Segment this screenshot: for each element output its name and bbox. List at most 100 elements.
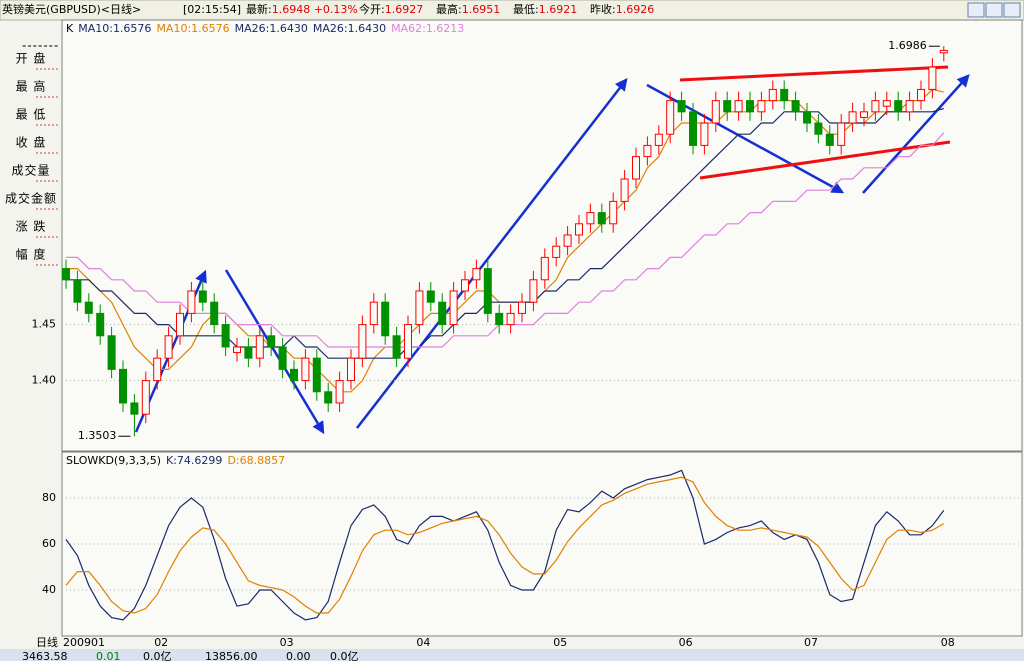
legend: K MA10:1.6576 MA10:1.6576 MA26:1.6430 MA26:1…	[66, 22, 464, 35]
candle-body	[700, 122, 709, 146]
high-annotation: 1.6986	[888, 39, 927, 52]
candle-body	[666, 100, 675, 135]
low-annotation: 1.3503	[78, 429, 117, 442]
separator: -------	[22, 39, 59, 53]
quote-value: 1.6927	[385, 3, 424, 16]
legend-item: MA10:1.6576	[156, 22, 229, 35]
candle-body	[449, 290, 458, 326]
candle-body	[472, 268, 481, 281]
side-label: 最 高	[16, 79, 47, 94]
candle-body	[609, 200, 618, 225]
candle-body	[84, 301, 93, 314]
candle-body	[73, 279, 82, 303]
x-tick-label: 07	[804, 636, 818, 649]
y-tick-label: 40	[42, 583, 56, 596]
quote-value: 1.6951	[462, 3, 501, 16]
candle-body	[164, 335, 173, 359]
candle-body	[780, 88, 789, 102]
candle-body	[438, 301, 447, 326]
candle-body	[905, 100, 914, 113]
candle-body	[677, 100, 686, 113]
candle-body	[392, 335, 401, 359]
status-value: 13856.00	[205, 650, 258, 661]
quote-label: 昨收:	[590, 2, 616, 16]
candle-body	[301, 357, 310, 382]
x-tick-label: 08	[941, 636, 955, 649]
legend-item: D:68.8857	[227, 454, 285, 467]
status-bar	[0, 649, 1024, 661]
candle-body	[860, 111, 868, 118]
candle-body	[324, 391, 333, 404]
candle-body	[689, 111, 697, 146]
status-value: 0.01	[96, 650, 121, 661]
candle-body	[825, 133, 834, 146]
candle-body	[255, 335, 264, 359]
side-label: 成交量	[11, 163, 50, 178]
candle-body	[335, 380, 344, 404]
candle-body	[130, 402, 139, 415]
candle-body	[381, 301, 390, 337]
clock: [02:15:54]	[183, 3, 241, 16]
trend-line	[679, 65, 949, 82]
candle-body	[119, 368, 127, 404]
candle-body	[917, 88, 925, 102]
arrow	[862, 74, 970, 194]
y-tick-label: 80	[42, 491, 56, 504]
candle-body	[734, 100, 743, 113]
candle-body	[654, 133, 663, 146]
candle-body	[540, 256, 549, 281]
quote-value: 1.6921	[539, 3, 578, 16]
side-label: 最 低	[16, 108, 47, 122]
legend: SLOWKD(9,3,3,5) K:74.6299 D:68.8857	[66, 454, 285, 467]
candle-body	[369, 301, 378, 326]
status-value: 0.0亿	[330, 650, 359, 661]
candle-body	[483, 268, 492, 314]
x-tick-label: 05	[553, 636, 567, 649]
trend-line	[699, 140, 951, 180]
candle-body	[278, 346, 287, 370]
candle-body	[928, 66, 937, 90]
candle-body	[723, 100, 732, 113]
candle-body	[643, 144, 652, 158]
candle-body	[620, 178, 629, 202]
candle-body	[107, 335, 116, 370]
legend-item: MA62:1.6213	[391, 22, 464, 35]
quote-label: 最新:	[246, 2, 272, 16]
candle-body	[358, 324, 367, 359]
quote-value: 1.6948 +0.13%	[272, 3, 358, 16]
symbol-title: 英镑美元(GBPUSD)<日线>	[2, 2, 141, 16]
candle-body	[882, 100, 891, 107]
button[interactable]	[1003, 2, 1021, 18]
candle-body	[96, 312, 105, 337]
side-label: 涨 跌	[16, 219, 47, 234]
candle-body	[768, 88, 777, 102]
candle-body	[837, 122, 846, 146]
candle-body	[415, 290, 424, 326]
candle-body	[563, 234, 572, 247]
candle-body	[871, 100, 880, 113]
side-label: 开 盘	[16, 51, 47, 66]
quote-label: 今开:	[359, 2, 385, 16]
status-value: 3463.58	[22, 650, 68, 661]
candle-body	[347, 357, 355, 382]
legend-item: K:74.6299	[166, 454, 222, 467]
indicator-line	[65, 476, 945, 614]
quote-label: 最高:	[436, 2, 462, 16]
header-bar	[0, 0, 1024, 21]
candle-body	[894, 100, 903, 113]
button[interactable]	[967, 2, 985, 18]
x-tick-label: 02	[154, 636, 168, 649]
side-label: 收 盘	[16, 135, 47, 150]
y-tick-label: 1.40	[32, 374, 57, 387]
x-tick-label: 04	[416, 636, 430, 649]
candle-body	[814, 122, 823, 135]
button[interactable]	[985, 2, 1003, 18]
legend-item: MA26:1.6430	[235, 22, 308, 35]
arrow	[356, 78, 628, 429]
window-buttons[interactable]	[967, 2, 1021, 18]
candle-body	[244, 346, 253, 359]
candle-body	[552, 245, 561, 258]
candle-body	[746, 100, 754, 113]
candle-body	[141, 380, 150, 415]
